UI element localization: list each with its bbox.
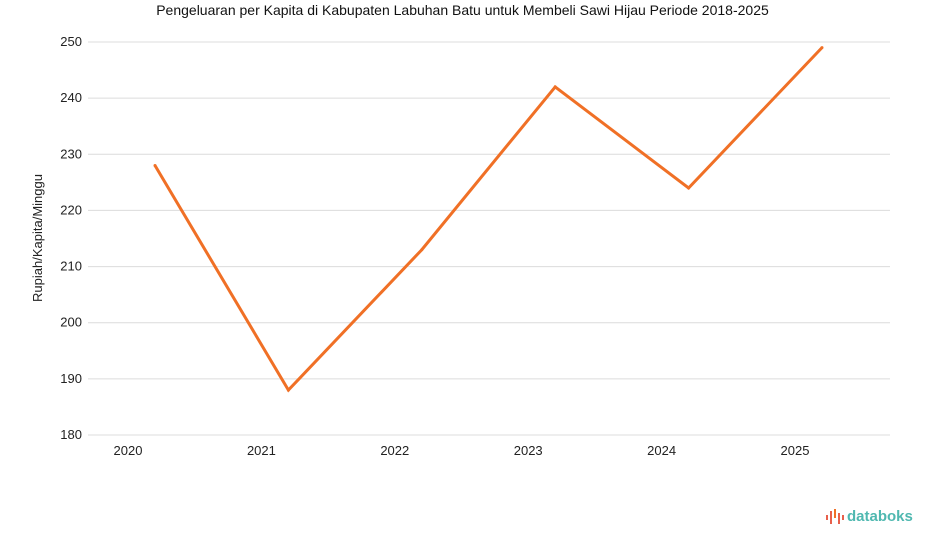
y-tick-label: 220 bbox=[60, 202, 82, 217]
data-point bbox=[820, 46, 824, 50]
data-point bbox=[553, 85, 557, 89]
databoks-logo-icon bbox=[826, 508, 844, 524]
x-tick-label: 2021 bbox=[247, 443, 276, 458]
brand-text: databoks bbox=[847, 508, 913, 525]
y-tick-label: 240 bbox=[60, 90, 82, 105]
y-tick-label: 210 bbox=[60, 259, 82, 274]
data-point bbox=[286, 388, 290, 392]
x-tick-label: 2020 bbox=[114, 443, 143, 458]
y-tick-label: 200 bbox=[60, 315, 82, 330]
y-axis-label: Rupiah/Kapita/Minggu bbox=[30, 174, 45, 302]
series-line bbox=[153, 46, 824, 393]
y-tick-label: 190 bbox=[60, 371, 82, 386]
chart-title: Pengeluaran per Kapita di Kabupaten Labu… bbox=[156, 2, 769, 18]
y-tick-label: 250 bbox=[60, 34, 82, 49]
data-point bbox=[420, 248, 424, 252]
x-tick-label: 2022 bbox=[380, 443, 409, 458]
y-tick-label: 230 bbox=[60, 146, 82, 161]
x-tick-label: 2023 bbox=[514, 443, 543, 458]
y-tick-label: 180 bbox=[60, 427, 82, 442]
data-point bbox=[687, 186, 691, 190]
databoks-logo: databoks bbox=[826, 508, 913, 525]
x-tick-label: 2024 bbox=[647, 443, 676, 458]
x-tick-label: 2025 bbox=[781, 443, 810, 458]
data-point bbox=[153, 164, 157, 168]
